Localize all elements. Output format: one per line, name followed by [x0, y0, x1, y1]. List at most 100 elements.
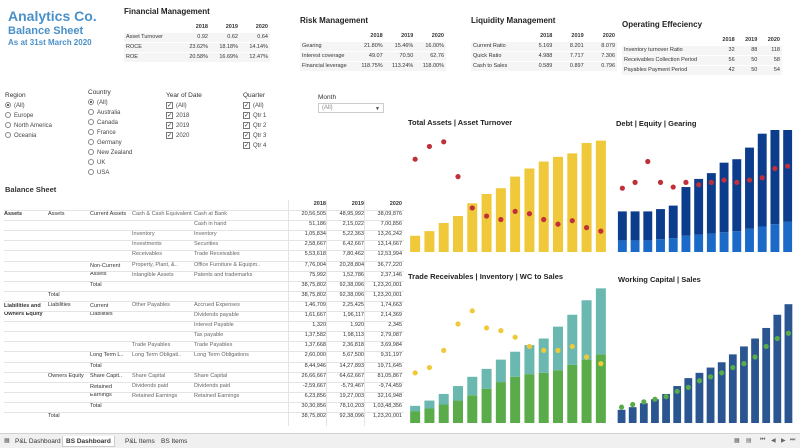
total-assets-bar	[510, 176, 521, 252]
metric-value: 50	[736, 64, 760, 75]
table-cell-value: 2,60,000	[304, 352, 326, 359]
quarter-option[interactable]: ✓ (All)	[243, 101, 266, 111]
chart-title: Total Assets | Asset Turnover	[408, 118, 513, 127]
inventory-bar	[524, 345, 535, 375]
country-option[interactable]: Australia	[88, 108, 132, 118]
table-cell-label: Non-Current Assets	[90, 262, 121, 277]
gearing-point	[683, 179, 689, 185]
sales-point	[785, 330, 792, 336]
region-option[interactable]: (All)	[5, 101, 52, 111]
metric-value: 42	[714, 64, 737, 75]
metric-label: ROE	[124, 51, 180, 62]
country-option[interactable]: Canada	[88, 118, 132, 128]
metric-value: 70.50	[384, 50, 416, 61]
year-filter-label: Year of Date	[166, 92, 202, 99]
sales-point	[663, 394, 669, 400]
year-option[interactable]: ✓ 2019	[166, 121, 202, 131]
asset-turnover-point	[426, 143, 433, 150]
receivables-chart	[410, 288, 606, 423]
total-assets-bar	[481, 194, 492, 252]
table-cell-label: Intangible Assets	[132, 271, 174, 278]
debt-bar	[732, 159, 742, 232]
quarter-option[interactable]: ✓ Qtr 2	[243, 121, 266, 131]
equity-bar	[745, 228, 754, 252]
radio-icon	[5, 122, 11, 129]
table-row: ROCE 23.62% 18.18% 14.14%	[124, 41, 270, 52]
working-capital-bar	[684, 378, 693, 423]
year-option[interactable]: ✓ 2020	[166, 131, 202, 141]
table-cell-label: Long Term Obligati..	[132, 352, 182, 359]
year-option[interactable]: ✓ 2018	[166, 111, 202, 121]
trade-receivables-bar	[581, 359, 592, 423]
month-dropdown[interactable]: (All) ▼	[318, 103, 384, 113]
tab-pl-dashboard[interactable]: P&L Dashboard	[15, 438, 61, 445]
prev-page-icon[interactable]: ◀	[771, 438, 776, 444]
tab-bs-items[interactable]: BS Items	[161, 438, 188, 445]
debt-bar	[745, 147, 754, 229]
region-filter-label: Region	[5, 92, 26, 99]
asset-turnover-point	[541, 216, 547, 223]
first-page-icon[interactable]: ⏮	[760, 437, 766, 443]
grid-view-icon[interactable]: ▦	[734, 438, 740, 444]
country-option[interactable]: New Zealand	[88, 148, 132, 158]
asset-turnover-point	[441, 139, 447, 145]
table-cell-value: 19,71,645	[377, 362, 402, 369]
working-capital-bar	[762, 327, 771, 423]
metric-value: 0.796	[585, 60, 617, 71]
table-cell-label: Long Term Obligations	[194, 352, 249, 359]
tab-bs-dashboard[interactable]: BS Dashboard	[62, 436, 115, 447]
table-cell-value: 7,76,004	[304, 261, 326, 268]
country-option[interactable]: USA	[88, 168, 132, 178]
table-cell-value: 1,23,20,001	[372, 281, 402, 288]
table-cell-value: 20,56,505	[301, 211, 326, 217]
country-option[interactable]: France	[88, 128, 132, 138]
metric-value: 21.80%	[354, 40, 385, 51]
last-page-icon[interactable]: ⏭	[790, 437, 796, 443]
wc-to-sales-point	[598, 361, 604, 367]
region-option[interactable]: North America	[5, 121, 52, 131]
table-cell-value: 1,320	[312, 322, 326, 329]
quarter-option[interactable]: ✓ Qtr 4	[243, 141, 266, 151]
table-cell-label: Receivables	[132, 251, 162, 258]
inventory-bar	[410, 405, 421, 412]
trade-receivables-bar	[424, 408, 435, 423]
equity-bar	[656, 239, 665, 252]
asset-turnover-point	[483, 213, 490, 219]
financial-management-table: 2018 2019 2020 Asset Turnover 0.92 0.62 0.64 …	[124, 22, 270, 62]
country-option[interactable]: (All)	[88, 98, 132, 108]
table-cell-label: Inventory	[132, 231, 155, 238]
radio-icon	[88, 109, 94, 116]
country-filter: Country (All) Australia Canada France Ge…	[88, 89, 132, 178]
column-divider	[364, 200, 365, 426]
list-view-icon[interactable]: ▤	[746, 438, 752, 444]
asset-turnover-point	[598, 228, 604, 234]
checkbox-checked-icon: ✓	[243, 141, 250, 149]
year-option[interactable]: ✓ (All)	[166, 101, 202, 111]
sales-point	[763, 343, 769, 350]
trade-receivables-bar	[553, 370, 563, 423]
metric-label: Quick Ratio	[471, 50, 523, 61]
region-option[interactable]: Europe	[5, 111, 52, 121]
country-option[interactable]: Germany	[88, 138, 132, 148]
financial-management-panel: Financial Management 2018 2019 2020 Asset …	[124, 7, 270, 62]
working-capital-bar	[673, 386, 682, 423]
table-cell-value: 1,96,117	[342, 312, 364, 318]
quarter-option[interactable]: ✓ Qtr 3	[243, 131, 266, 141]
country-option[interactable]: UK	[88, 158, 132, 168]
next-page-icon[interactable]: ▶	[781, 438, 786, 444]
gearing-point	[670, 184, 676, 190]
region-option[interactable]: Oceania	[5, 131, 52, 141]
working-capital-bar	[695, 372, 704, 423]
quarter-option[interactable]: ✓ Qtr 1	[243, 111, 266, 121]
option-label: Qtr 4	[253, 143, 267, 149]
year-header: 2020	[431, 32, 444, 39]
gearing-point	[759, 175, 765, 181]
metric-value: 118.75%	[354, 60, 385, 71]
table-cell-value: 1,23,20,001	[372, 413, 402, 419]
metric-value: 7.306	[585, 50, 617, 61]
tab-pl-items[interactable]: P&L Items	[125, 438, 155, 445]
table-cell-label: Property, Plant, &..	[132, 261, 178, 268]
table-cell-value: 7,80,462	[342, 251, 364, 258]
working-capital-bar	[651, 399, 659, 423]
metric-label: Interest coverage	[300, 50, 354, 61]
